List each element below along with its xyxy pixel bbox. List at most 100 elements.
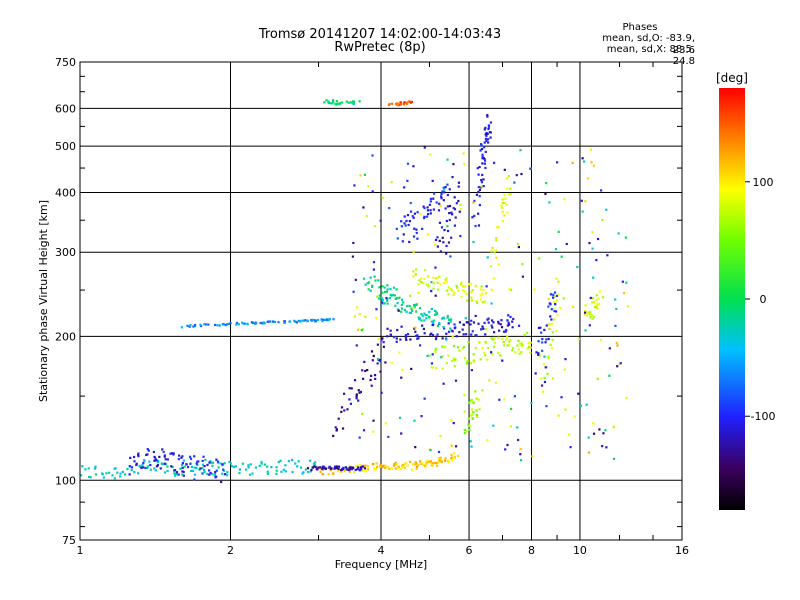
data-point xyxy=(463,290,467,293)
data-point xyxy=(441,317,444,320)
data-point xyxy=(396,328,399,332)
data-point xyxy=(191,469,195,472)
data-point xyxy=(173,469,177,472)
data-point xyxy=(464,285,467,288)
data-point xyxy=(430,463,433,466)
stats-header: Phases xyxy=(622,22,658,33)
data-point xyxy=(537,352,540,355)
data-point xyxy=(377,279,380,282)
data-point xyxy=(625,281,628,284)
data-point xyxy=(335,103,338,106)
data-point xyxy=(177,458,180,461)
data-point xyxy=(452,452,456,455)
data-point xyxy=(517,348,521,351)
data-point xyxy=(401,240,404,243)
data-point xyxy=(304,468,308,471)
data-point xyxy=(477,185,480,189)
data-point xyxy=(206,463,209,467)
data-point xyxy=(447,330,451,333)
data-point xyxy=(146,453,149,456)
data-point xyxy=(147,449,150,452)
data-point xyxy=(597,303,601,306)
data-point xyxy=(156,461,159,464)
data-point xyxy=(445,289,449,292)
data-point xyxy=(161,462,164,466)
data-point xyxy=(577,338,581,341)
data-point xyxy=(390,467,393,470)
data-point xyxy=(246,322,249,325)
data-point xyxy=(526,347,529,350)
data-point xyxy=(146,466,149,470)
data-point xyxy=(170,452,174,455)
data-point xyxy=(486,318,489,321)
data-point xyxy=(362,206,365,209)
data-point xyxy=(301,472,304,475)
data-point xyxy=(163,454,166,457)
data-point xyxy=(378,294,381,297)
data-point xyxy=(484,341,488,344)
data-point xyxy=(469,323,472,326)
data-point xyxy=(569,446,572,449)
data-point xyxy=(478,165,481,169)
data-point xyxy=(451,289,454,292)
data-point xyxy=(84,468,87,471)
data-point xyxy=(556,161,559,164)
data-point xyxy=(548,327,551,330)
data-point xyxy=(560,255,563,258)
data-point xyxy=(481,153,484,156)
data-point xyxy=(467,417,470,420)
data-point xyxy=(203,470,206,474)
data-point xyxy=(382,464,385,467)
data-point xyxy=(467,283,470,286)
data-point xyxy=(608,347,611,350)
data-point xyxy=(279,459,282,462)
data-point xyxy=(543,355,546,358)
data-point xyxy=(477,322,480,325)
data-point xyxy=(596,377,599,380)
data-point xyxy=(371,359,374,362)
data-point xyxy=(250,321,253,324)
data-point xyxy=(486,439,489,442)
data-point xyxy=(413,227,416,230)
data-point xyxy=(545,405,548,408)
data-point xyxy=(386,299,389,302)
data-point xyxy=(454,216,457,219)
data-point xyxy=(426,209,430,212)
data-point xyxy=(352,241,355,245)
data-point xyxy=(554,302,557,306)
data-point xyxy=(399,102,402,106)
data-point xyxy=(544,366,547,369)
data-point xyxy=(422,281,425,285)
data-point xyxy=(547,357,550,360)
data-point xyxy=(484,137,487,140)
data-point xyxy=(381,298,384,302)
data-point xyxy=(156,464,160,467)
data-point xyxy=(372,354,375,358)
data-point xyxy=(588,324,591,327)
data-point xyxy=(327,473,330,476)
data-point xyxy=(465,430,468,433)
data-point xyxy=(441,190,444,193)
colorbar-tick-label: 0 xyxy=(760,293,767,306)
data-point xyxy=(493,336,496,340)
data-point xyxy=(458,331,461,334)
data-point xyxy=(241,321,244,324)
data-point xyxy=(372,268,375,271)
data-point xyxy=(547,297,550,300)
data-point xyxy=(396,301,399,305)
data-point xyxy=(412,275,415,278)
data-point xyxy=(384,464,387,467)
data-point xyxy=(501,201,505,205)
data-point xyxy=(365,469,368,472)
data-point xyxy=(149,468,152,471)
data-point xyxy=(460,283,463,286)
data-point xyxy=(394,467,397,470)
data-point xyxy=(475,300,478,303)
data-point xyxy=(181,455,184,458)
data-point xyxy=(363,467,367,470)
data-point xyxy=(500,319,503,322)
data-point xyxy=(563,368,566,371)
data-point xyxy=(214,470,217,474)
data-point xyxy=(466,321,469,324)
data-point xyxy=(328,466,331,469)
